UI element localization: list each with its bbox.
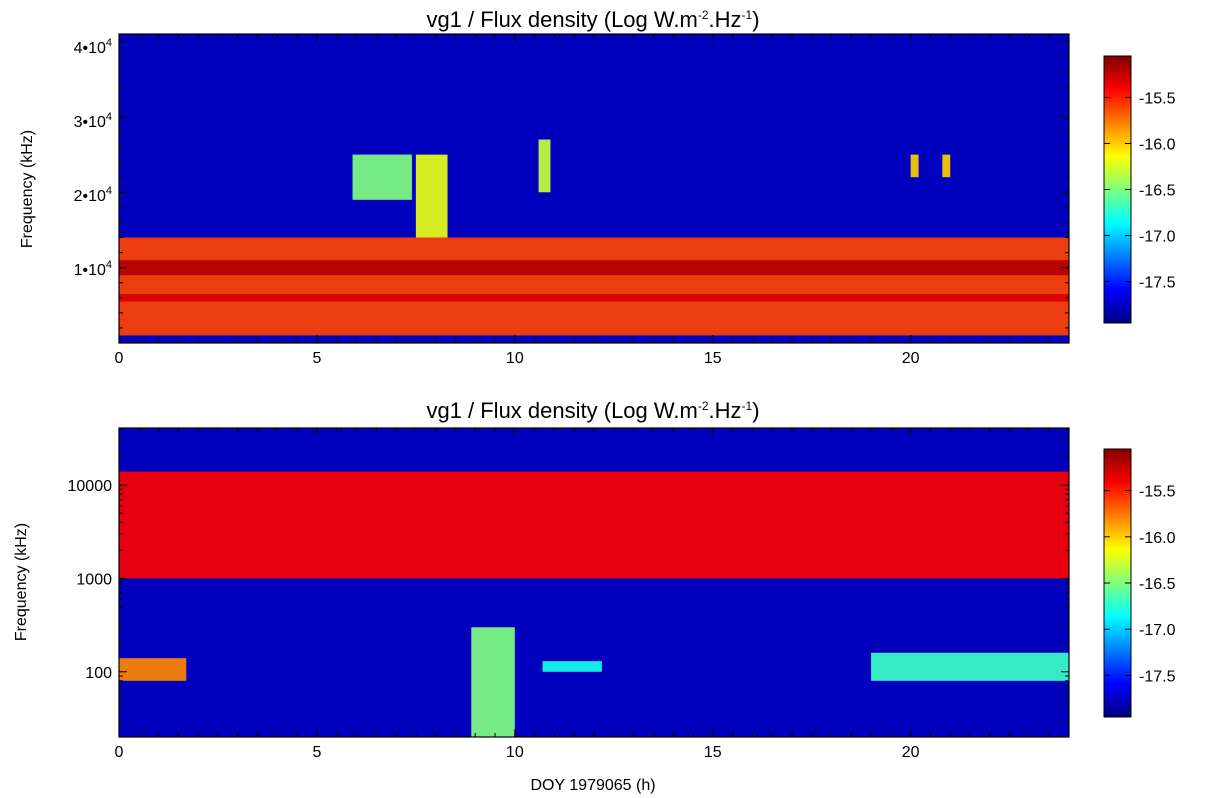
colorbar-tick-label: -15.5 [1139,90,1176,107]
bottom-y-axis-label: Frequency (kHz) [13,523,30,641]
colorbar-tick-label: -16.0 [1139,530,1176,547]
x-tick-label: 10 [506,744,524,761]
top-panel: vg1 / Flux density (Log W.m-2.Hz-1) 0 5 10… [19,7,1176,367]
heatmap-region [542,661,602,672]
top-y-axis-label: Frequency (kHz) [19,130,36,248]
heatmap-region [910,154,919,178]
heatmap-region [119,260,1069,276]
x-tick-label: 5 [312,744,321,761]
heatmap-region [871,652,1069,681]
y-tick-label: 100 [85,665,112,682]
y-tick-label: 1000 [76,571,112,588]
bottom-spectrogram [119,428,1069,737]
top-y-tick-label: 3•104 [74,111,112,131]
top-axes: 0 5 10 15 20 [115,33,1070,367]
top-y-tick-label: 2•104 [74,185,112,205]
heatmap-region [119,237,1069,336]
x-tick-label: 20 [902,350,920,367]
top-colorbar: -15.5 -16.0 -16.5 -17.0 -17.5 [1103,55,1176,324]
x-tick-label: 20 [902,744,920,761]
bottom-axes: 0 5 10 15 20 100 1000 10000 [68,427,1070,761]
colorbar-tick-label: -17.5 [1139,275,1176,292]
colorbar-tick-label: -17.5 [1139,668,1176,685]
colorbar-tick-label: -16.5 [1139,183,1176,200]
x-tick-label: 5 [312,350,321,367]
colorbar-tick-label: -16.0 [1139,136,1176,153]
x-tick-label: 15 [704,350,722,367]
bottom-chart-title: vg1 / Flux density (Log W.m-2.Hz-1) [426,398,759,423]
x-tick-label: 15 [704,744,722,761]
top-y-tick-labels: 1•104 2•104 3•104 4•104 [74,37,112,279]
heatmap-region [119,294,1069,302]
bottom-panel: vg1 / Flux density (Log W.m-2.Hz-1) 0 5 10… [13,398,1176,794]
y-tick-label: 10000 [68,478,113,495]
heatmap-region [119,471,1069,579]
top-y-tick-label: 4•104 [74,37,112,57]
x-tick-label: 0 [115,744,124,761]
colorbar-tick-label: -15.5 [1139,484,1176,501]
heatmap-region [471,627,515,737]
x-tick-label: 0 [115,350,124,367]
heatmap-region [942,154,951,178]
bottom-x-axis-label: DOY 1979065 (h) [530,777,655,794]
top-spectrogram [119,34,1069,343]
top-chart-title: vg1 / Flux density (Log W.m-2.Hz-1) [426,7,759,32]
top-y-tick-label: 1•104 [74,259,112,279]
x-tick-label: 10 [506,350,524,367]
colorbar-tick-label: -16.5 [1139,576,1176,593]
bottom-colorbar: -15.5 -16.0 -16.5 -17.0 -17.5 [1103,448,1176,718]
heatmap-region [352,154,412,200]
heatmap-region [415,154,448,238]
colorbar-tick-label: -17.0 [1139,229,1176,246]
colorbar-tick-label: -17.0 [1139,622,1176,639]
heatmap-region [119,658,187,681]
heatmap-region [538,139,551,193]
